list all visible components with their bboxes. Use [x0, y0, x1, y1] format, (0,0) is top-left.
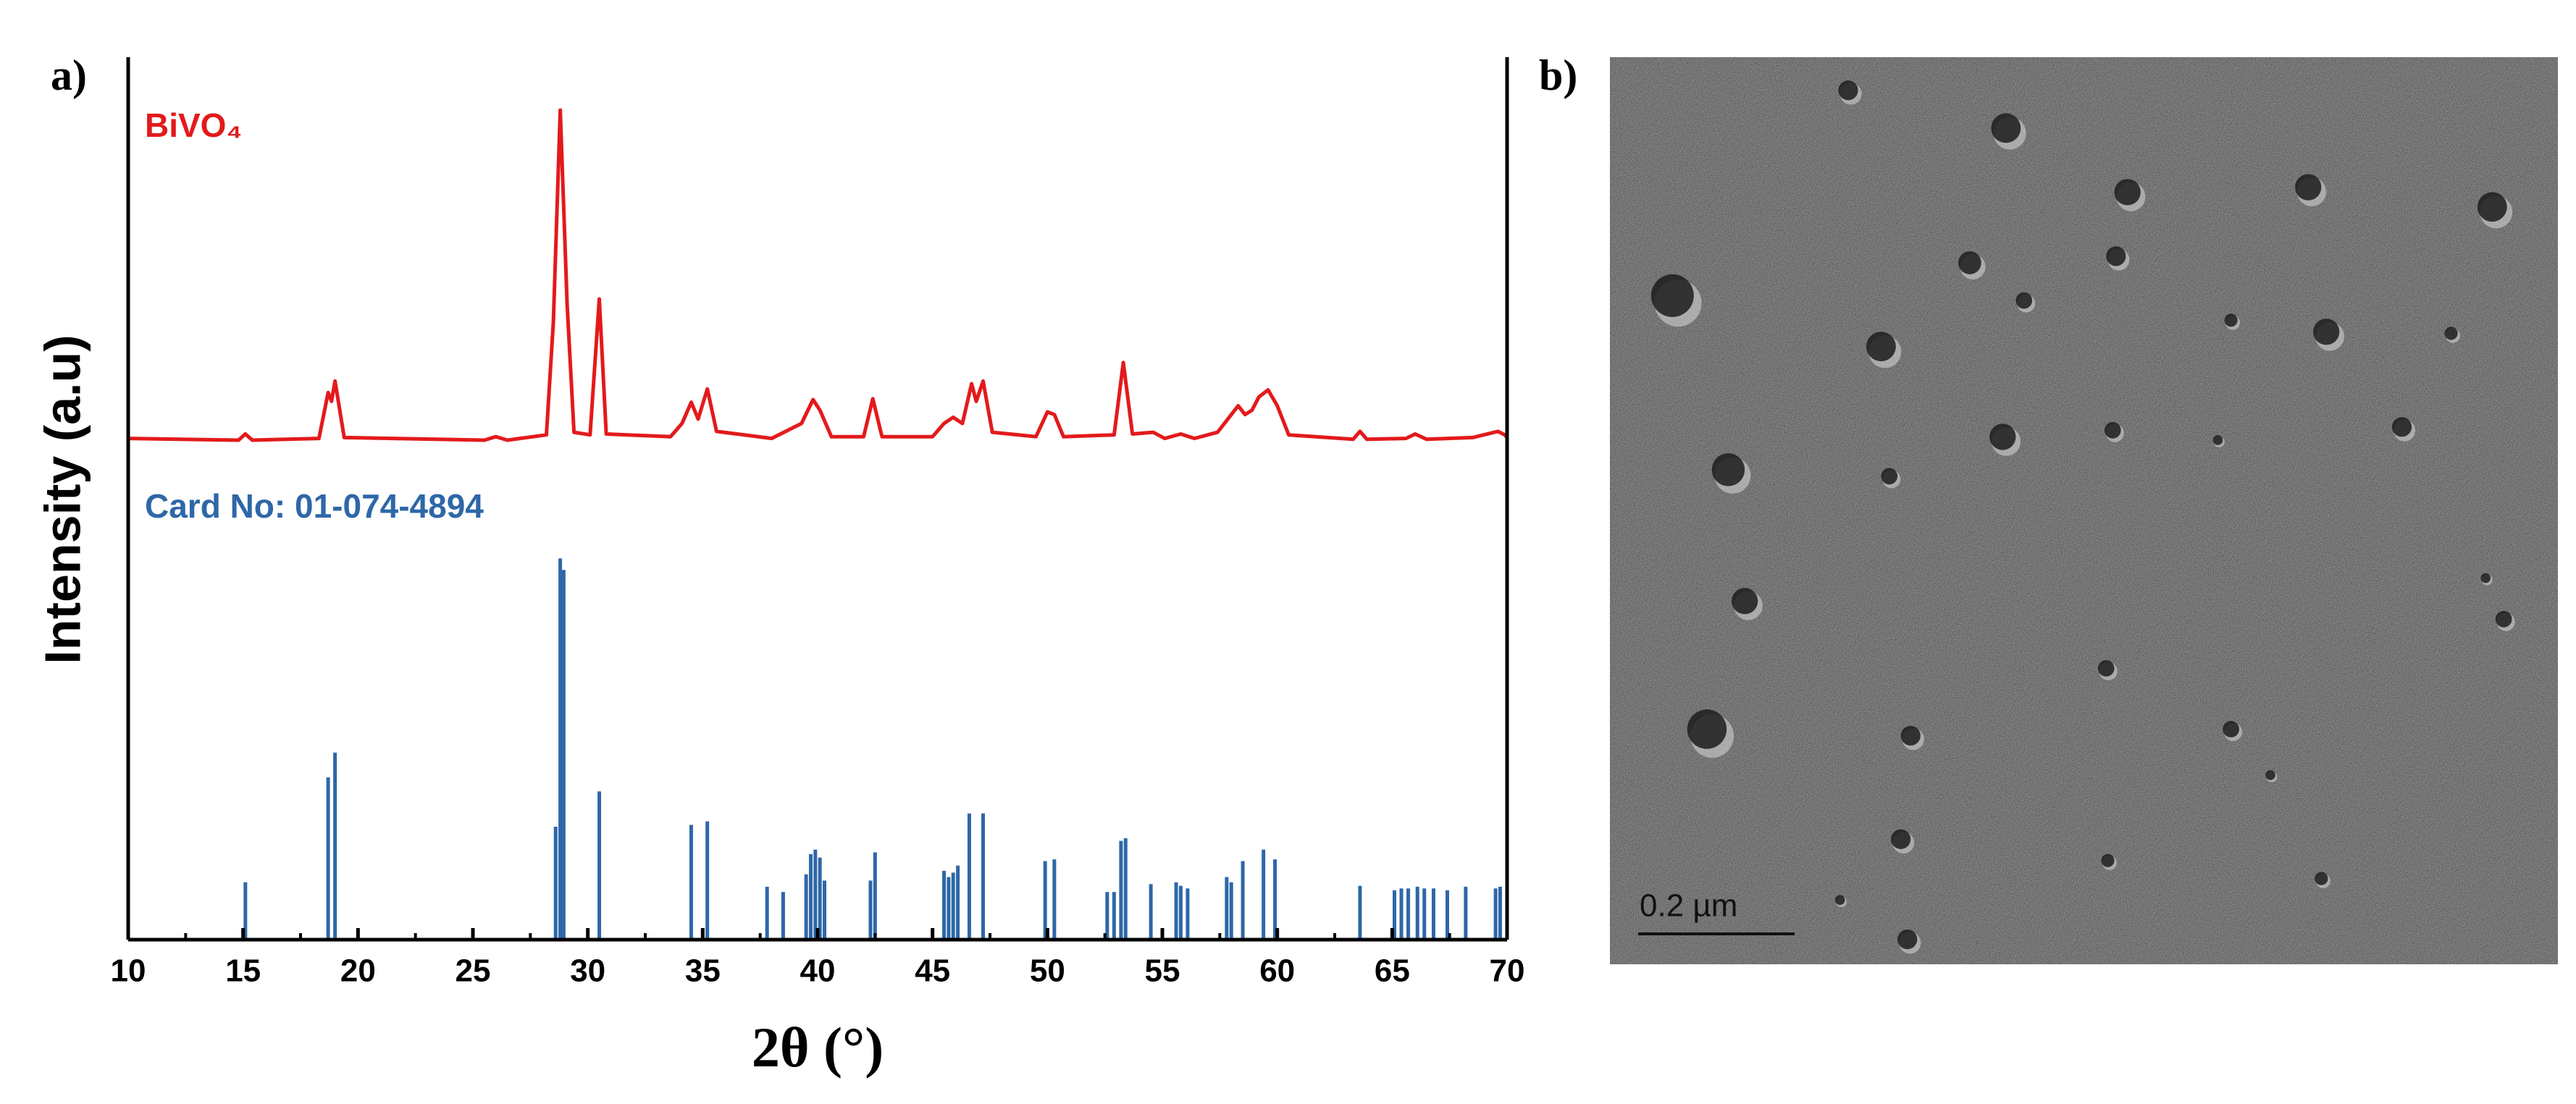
particle: [1731, 588, 1758, 615]
particle: [2223, 720, 2239, 738]
particle: [1989, 424, 2016, 450]
particle: [2015, 292, 2033, 309]
particle: [2104, 422, 2121, 439]
particle: [1891, 829, 1911, 849]
particle: [2114, 179, 2141, 206]
panel-label: b): [1539, 51, 1577, 99]
particle: [1991, 113, 2021, 143]
particle: [2212, 435, 2223, 445]
panel-label: a): [51, 51, 87, 99]
x-tick-label: 30: [570, 953, 605, 989]
particle: [2097, 660, 2115, 677]
particle: [2265, 770, 2275, 780]
xrd-line: [127, 108, 1509, 442]
plot-area: BiVO₄ Card No: 01-074-4894 10 15 20 25 30 35 40 4…: [111, 57, 1525, 989]
tem-image: 0.2 µm: [1610, 57, 2558, 964]
x-tick-label: 15: [225, 953, 261, 989]
particle: [2224, 313, 2238, 327]
x-axis-label: 2θ (°): [752, 1016, 884, 1079]
x-tick-label: 55: [1145, 953, 1180, 989]
particle: [1687, 709, 1727, 749]
particle: [2444, 326, 2458, 340]
particle: [1650, 274, 1694, 317]
series-label: BiVO₄: [145, 106, 242, 144]
particle: [1958, 251, 1981, 274]
y-axis-label: Intensity (a.u): [34, 334, 91, 664]
x-tick-label: 50: [1030, 953, 1065, 989]
x-tick-label: 25: [456, 953, 491, 989]
particle: [2391, 417, 2412, 437]
x-tick-label: 65: [1375, 953, 1410, 989]
particle: [1866, 332, 1896, 362]
x-tick-label: 10: [111, 953, 146, 989]
x-tick-label: 70: [1490, 953, 1525, 989]
particle: [1838, 80, 1858, 101]
particle: [1711, 453, 1745, 486]
series-label: Card No: 01-074-4894: [145, 487, 484, 525]
x-tick-label: 35: [685, 953, 721, 989]
image-noise: [1610, 57, 2558, 964]
x-tick-label: 40: [800, 953, 836, 989]
particle: [2106, 246, 2126, 266]
x-tick-label: 60: [1259, 953, 1295, 989]
particle: [1834, 895, 1845, 905]
particle: [2480, 573, 2491, 583]
particle: [2495, 610, 2512, 628]
scale-bar-label: 0.2 µm: [1640, 888, 1737, 924]
particle: [2477, 192, 2507, 222]
particle: [1900, 725, 1921, 746]
particle: [2315, 872, 2328, 885]
particle: [2313, 319, 2340, 345]
particle: [2295, 174, 2322, 201]
x-tick-label: 45: [915, 953, 950, 989]
x-tick-label: 20: [340, 953, 376, 989]
particles: [1650, 80, 2515, 954]
particle: [1881, 468, 1898, 485]
particle: [2101, 854, 2115, 867]
particle: [1897, 929, 1918, 950]
